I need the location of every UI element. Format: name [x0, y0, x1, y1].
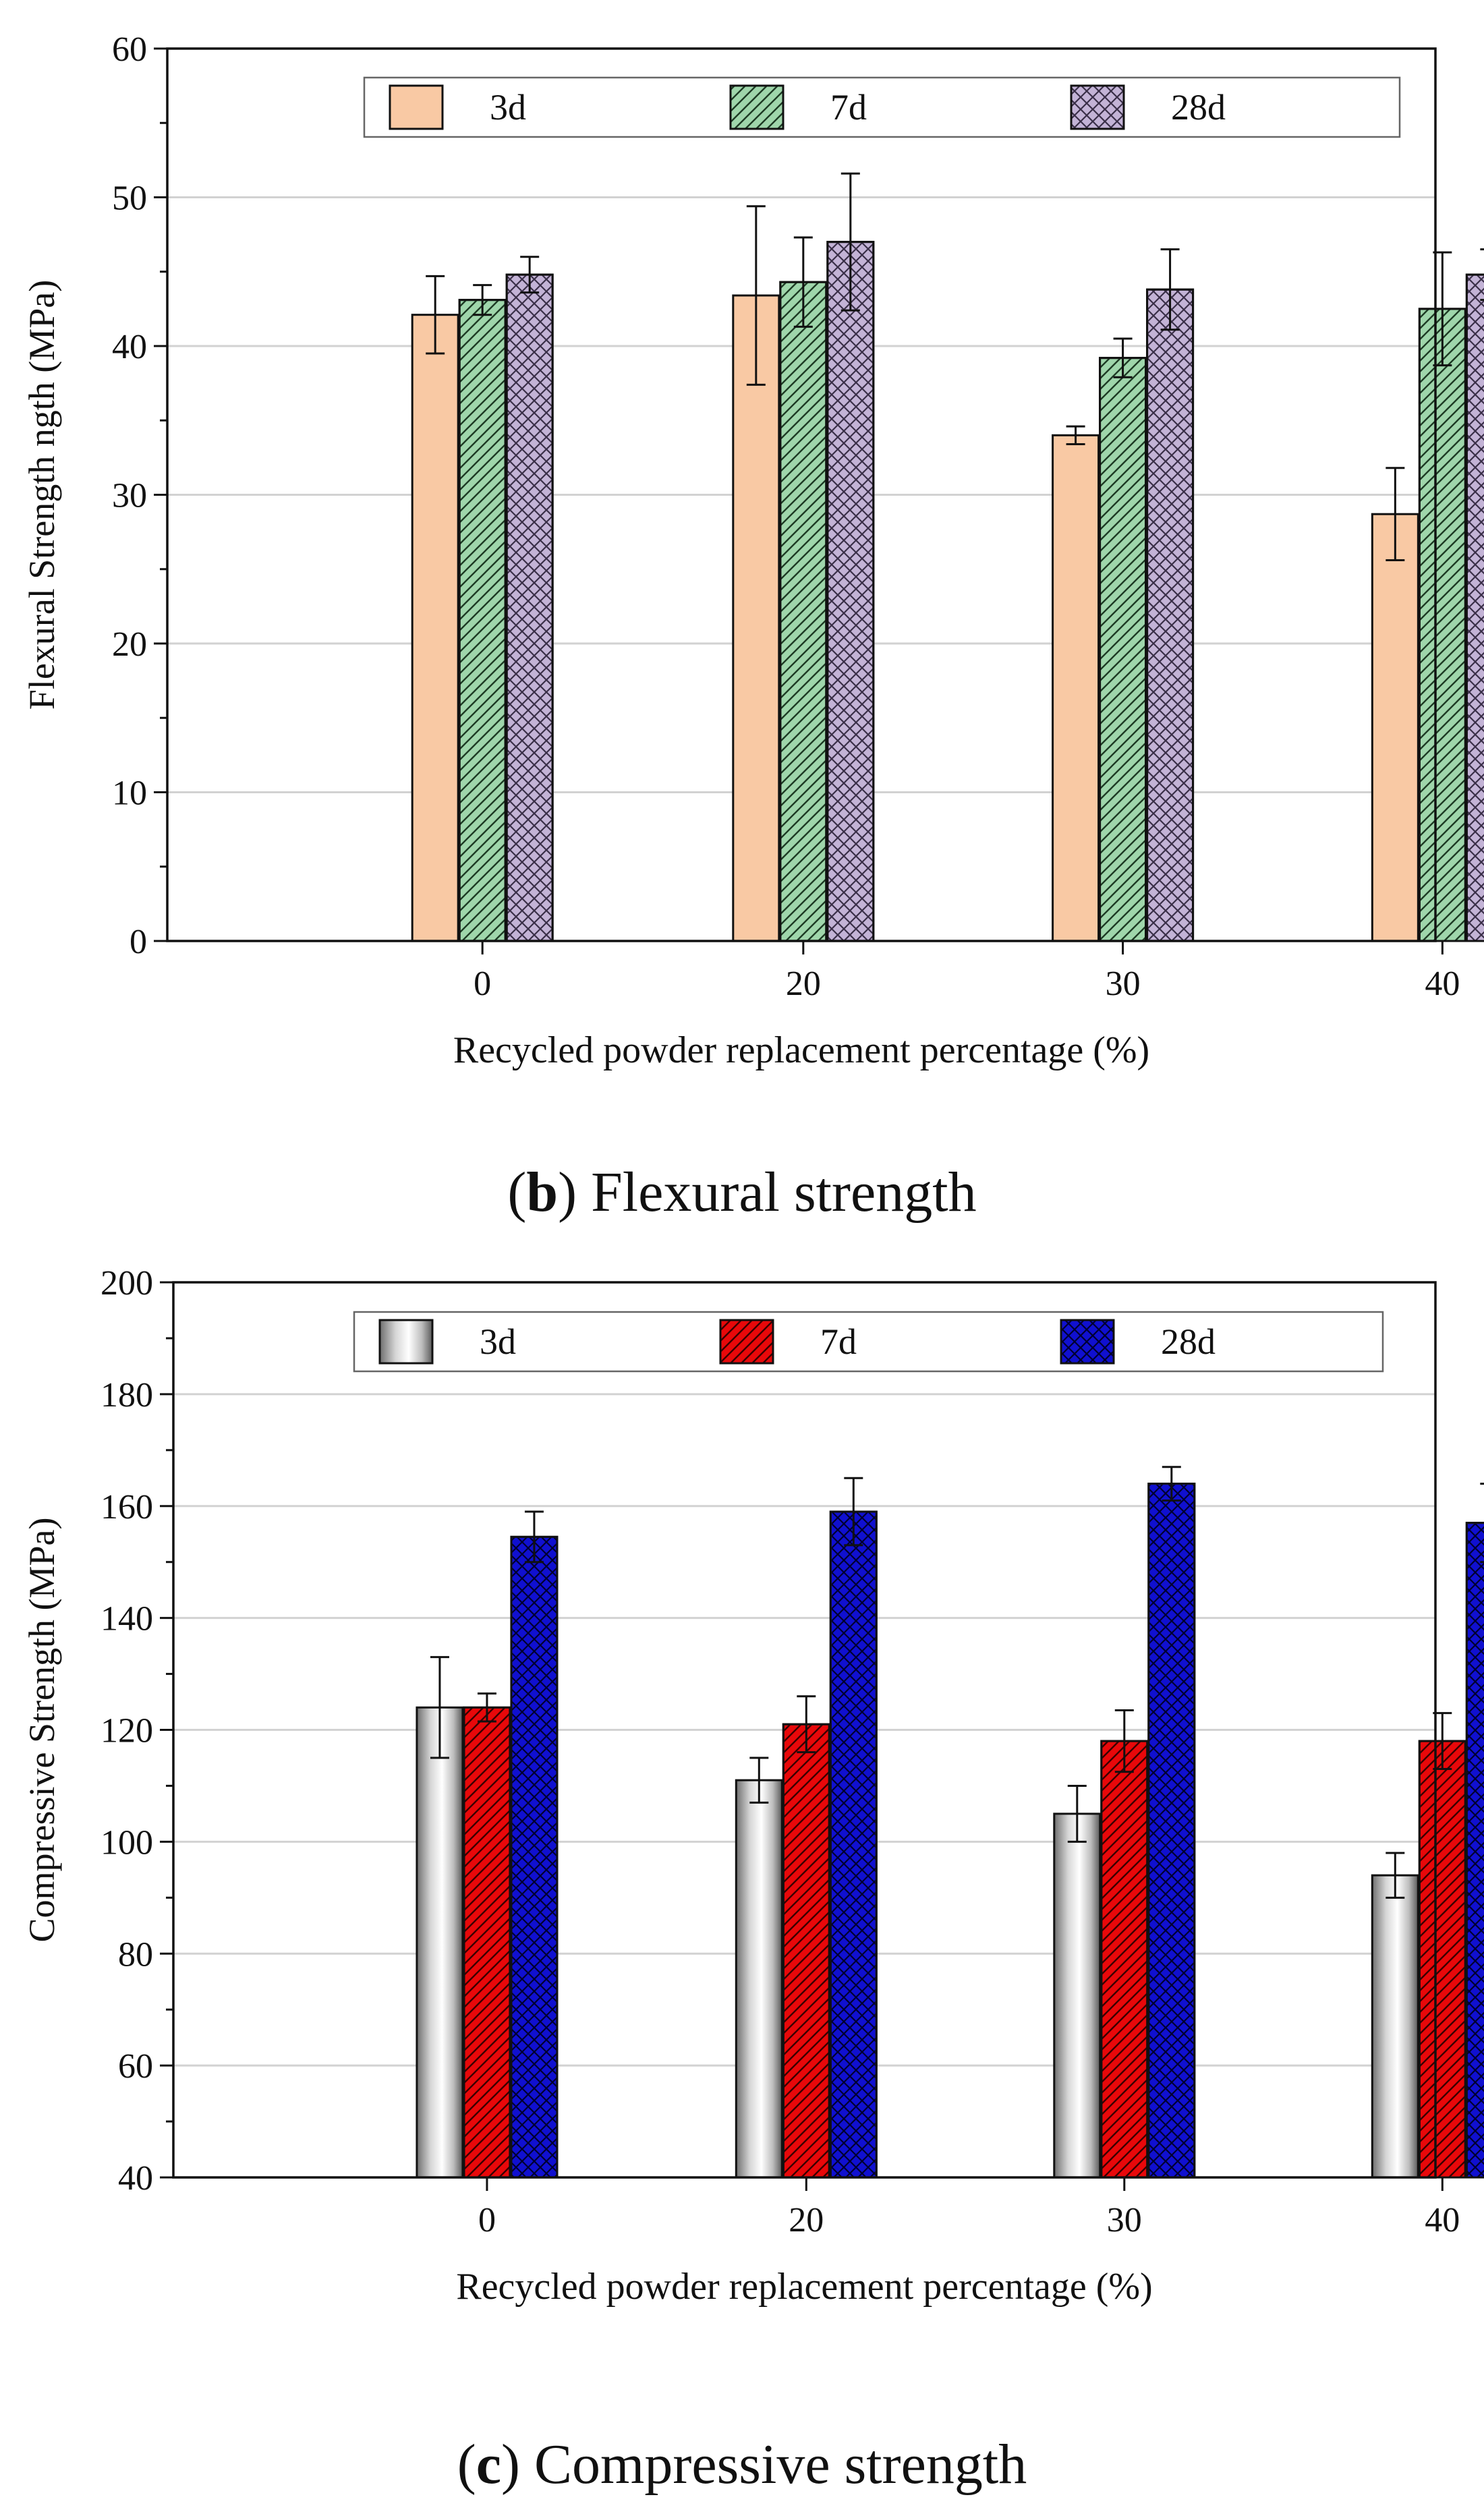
legend-label-3d: 3d — [490, 87, 526, 127]
compressive-strength-chart: 40 60 80 100 120 140 160 180 200 0 20 30 40 Recycled … — [22, 1264, 1484, 2308]
y-tick-label-100: 100 — [101, 1823, 153, 1862]
x-tick-label-20: 20 — [789, 2201, 824, 2239]
y-tick-label-0: 0 — [130, 923, 147, 961]
x-tick-label-30: 30 — [1107, 2201, 1142, 2239]
y-tick-label-50: 50 — [112, 179, 147, 218]
legend-label-7d: 7d — [830, 87, 867, 127]
x-tick-label-40: 40 — [1425, 965, 1460, 1003]
bar-28d-40-hatch — [1465, 1522, 1484, 2179]
y-tick-label-10: 10 — [112, 774, 147, 813]
bar-3d-0 — [416, 1706, 464, 2179]
bar-3d-20 — [732, 294, 780, 942]
y-tick-label-40: 40 — [118, 2159, 153, 2198]
y-tick-label-200: 200 — [101, 1264, 153, 1303]
x-tick-label-20: 20 — [786, 965, 821, 1003]
bar-28d-30-hatch — [1147, 1483, 1196, 2179]
x-axis-label: Recycled powder replacement percentage (… — [456, 2266, 1152, 2308]
y-tick-label-30: 30 — [112, 477, 147, 515]
x-tick-label-0: 0 — [478, 2201, 496, 2239]
bar-7d-30-hatch — [1100, 1740, 1149, 2179]
bar-3d-40 — [1371, 1874, 1419, 2179]
bar-7d-0-hatch — [458, 299, 507, 942]
legend-label-3d: 3d — [480, 1321, 516, 1362]
y-tick-label-160: 160 — [101, 1488, 153, 1526]
bar-28d-40-hatch — [1465, 273, 1484, 942]
bar-7d-40-hatch — [1418, 308, 1466, 942]
bar-7d-20-hatch — [779, 281, 828, 942]
bar-28d-20-hatch — [829, 1510, 878, 2179]
y-axis-label: Compressive Strength (MPa) — [22, 1518, 62, 1943]
legend-swatch-hatch-7d — [719, 1319, 774, 1365]
bar-28d-30-hatch — [1146, 288, 1195, 942]
bar-3d-0 — [411, 314, 459, 942]
bar-28d-20-hatch — [826, 241, 875, 942]
legend-swatch-hatch-28d — [1060, 1319, 1115, 1365]
legend-label-28d: 28d — [1161, 1321, 1216, 1362]
bar-3d-30 — [1053, 1812, 1102, 2179]
caption-b-text: Flexural strength — [591, 1161, 977, 1224]
y-tick-label-120: 120 — [101, 1712, 153, 1750]
legend-swatch-3d — [378, 1319, 434, 1365]
y-tick-label-140: 140 — [101, 1600, 153, 1638]
caption-c-label: c — [476, 2433, 502, 2496]
y-tick-label-60: 60 — [118, 2047, 153, 2086]
y-axis-label: Flexural Strength ngth (MPa) — [22, 280, 62, 710]
legend-swatch-3d — [389, 84, 444, 130]
caption-b: (b) Flexural strength — [507, 1161, 977, 1224]
y-tick-label-80: 80 — [118, 1935, 153, 1974]
x-tick-label-0: 0 — [474, 965, 491, 1003]
y-tick-label-40: 40 — [112, 328, 147, 366]
legend-label-28d: 28d — [1171, 87, 1226, 127]
bar-3d-20 — [735, 1779, 783, 2179]
x-tick-label-30: 30 — [1106, 965, 1141, 1003]
bar-7d-20-hatch — [782, 1723, 830, 2179]
legend-label-7d: 7d — [820, 1321, 857, 1362]
y-tick-label-20: 20 — [112, 625, 147, 664]
x-axis-label: Recycled powder replacement percentage (… — [453, 1029, 1149, 1071]
y-tick-label-180: 180 — [101, 1376, 153, 1415]
bar-7d-30-hatch — [1099, 357, 1147, 942]
legend-swatch-hatch-28d — [1070, 84, 1125, 130]
flexural-strength-chart: 0 10 20 30 40 50 60 0 20 30 40 Recycled powder repl… — [22, 30, 1484, 1071]
bar-3d-30 — [1052, 434, 1100, 942]
bar-7d-40-hatch — [1418, 1740, 1466, 2179]
legend-box — [363, 76, 1401, 138]
legend-box — [353, 1311, 1384, 1373]
caption-c-text: Compressive strength — [534, 2433, 1027, 2496]
legend-swatch-hatch-7d — [729, 84, 784, 130]
x-tick-label-40: 40 — [1425, 2201, 1460, 2239]
bar-3d-40 — [1371, 513, 1419, 942]
bar-28d-0-hatch — [510, 1535, 559, 2179]
caption-c: (c) Compressive strength — [457, 2433, 1027, 2496]
caption-b-label: b — [526, 1161, 559, 1224]
bar-28d-0-hatch — [505, 273, 554, 942]
y-tick-label-60: 60 — [112, 30, 147, 69]
bar-7d-0-hatch — [463, 1706, 511, 2179]
